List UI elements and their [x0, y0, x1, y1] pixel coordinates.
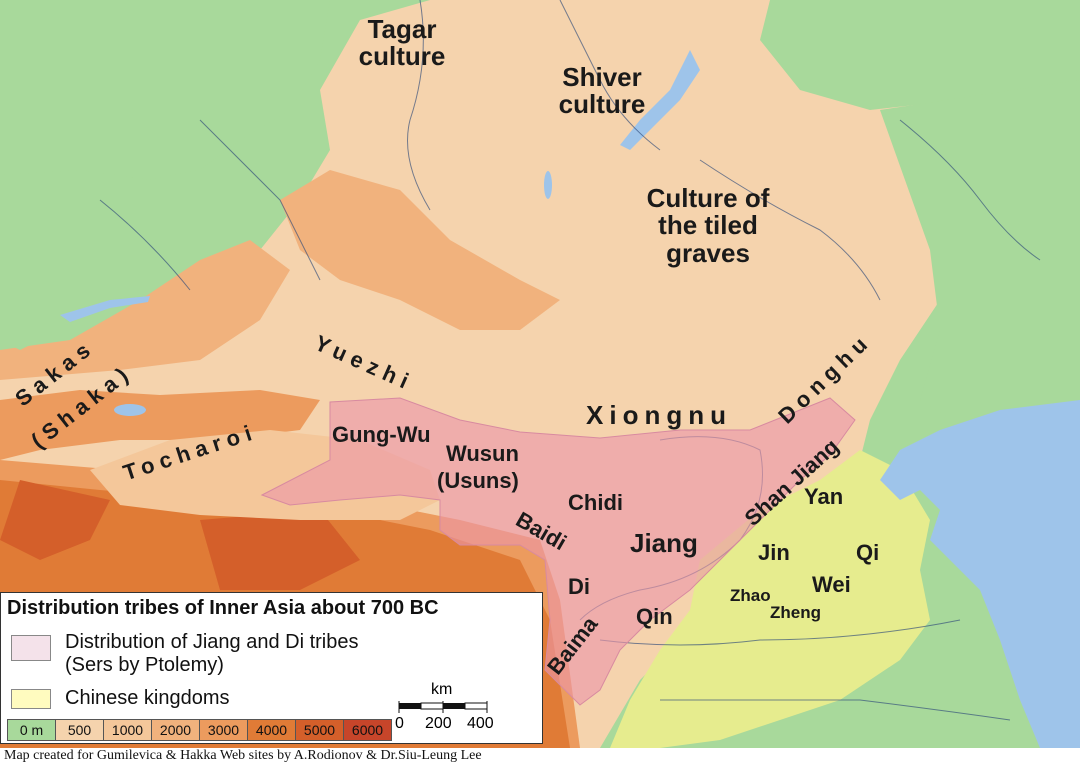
label-chidi: Chidi: [568, 490, 623, 515]
label-tiled-graves: Culture of the tiled graves: [646, 183, 770, 268]
legend-title: Distribution tribes of Inner Asia about …: [7, 597, 439, 619]
legend-jiang-di-line2: (Sers by Ptolemy): [65, 654, 224, 676]
lake-issyk-kul: [114, 404, 146, 416]
lake-baikal: [620, 50, 700, 150]
elev-2000: 2000: [152, 720, 200, 740]
chinese-kingdoms-area: [610, 450, 930, 748]
scale-tick-400: 400: [467, 715, 494, 732]
legend: Distribution tribes of Inner Asia about …: [0, 592, 543, 744]
tianshan-mountains: [0, 390, 320, 460]
scale-tick-200: 200: [425, 715, 452, 732]
elev-5000: 5000: [296, 720, 344, 740]
scale-unit: km: [431, 681, 453, 698]
label-zheng: Zheng: [770, 603, 821, 622]
scale-tick-0: 0: [395, 715, 404, 732]
label-qi: Qi: [856, 540, 880, 565]
label-gung-wu: Gung-Wu: [332, 422, 431, 447]
scale-bar: km 0 200 400: [395, 681, 515, 732]
label-jin: Jin: [758, 540, 790, 565]
label-wusun: Wusun: [446, 441, 519, 466]
elev-4000: 4000: [248, 720, 296, 740]
legend-swatch-jiang-di: [11, 635, 51, 661]
label-xiongnu: Xiongnu: [586, 400, 732, 430]
label-yan: Yan: [804, 484, 844, 509]
lake-balkhash: [60, 296, 150, 322]
manchurian-lowland: [880, 80, 1080, 430]
scale-bar-graphic: [398, 701, 488, 713]
lake-khuvsgul: [544, 171, 552, 199]
siberian-lowland: [0, 0, 330, 180]
altai-mountains: [280, 170, 560, 330]
sea: [880, 400, 1080, 748]
label-tagar-culture: Tagar culture: [358, 14, 446, 72]
legend-jiang-di-line1: Distribution of Jiang and Di tribes: [65, 631, 359, 653]
elev-0: 0 m: [8, 720, 56, 740]
label-di: Di: [568, 574, 590, 599]
elev-6000: 6000: [344, 720, 391, 740]
kazakh-lowland: [0, 240, 80, 350]
elev-3000: 3000: [200, 720, 248, 740]
elev-1000: 1000: [104, 720, 152, 740]
label-wei: Wei: [812, 572, 851, 597]
tibet-high: [0, 480, 360, 590]
label-shiver-culture: Shiver culture: [558, 62, 646, 120]
label-usuns: (Usuns): [437, 468, 519, 493]
mountain-belt: [0, 240, 290, 380]
legend-chinese-kingdoms: Chinese kingdoms: [65, 687, 230, 709]
map-credit: Map created for Gumilevica & Hakka Web s…: [4, 748, 482, 763]
label-qin: Qin: [636, 604, 673, 629]
elevation-scale: 0 m 500 1000 2000 3000 4000 5000 6000: [7, 719, 392, 741]
legend-swatch-chinese: [11, 689, 51, 709]
label-jiang: Jiang: [630, 528, 698, 558]
elev-500: 500: [56, 720, 104, 740]
jiang-di-distribution: [260, 397, 856, 706]
label-zhao: Zhao: [730, 586, 771, 605]
